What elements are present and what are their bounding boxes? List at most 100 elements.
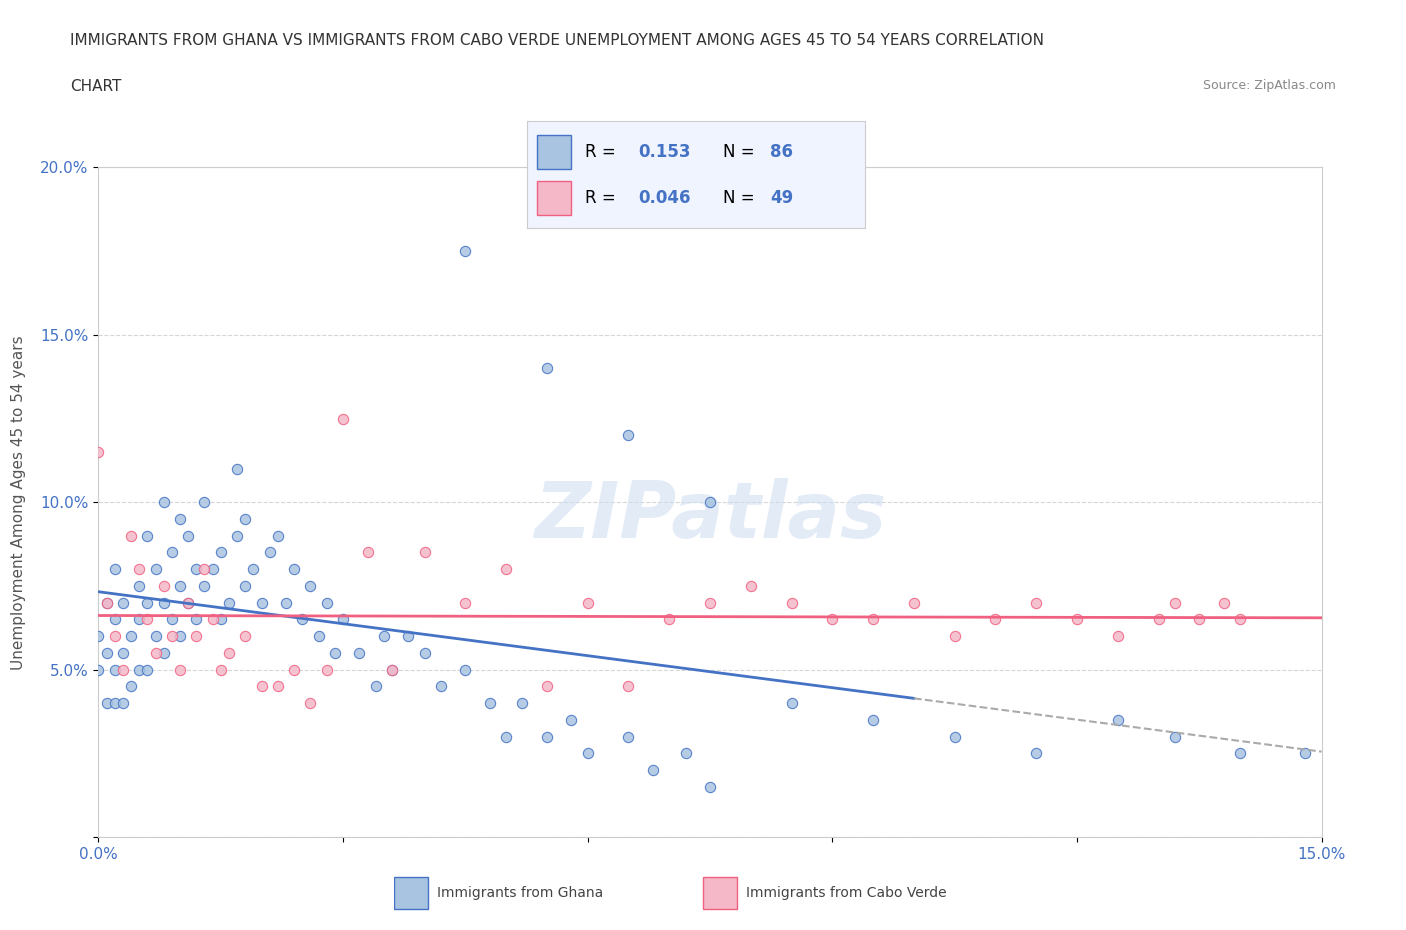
FancyBboxPatch shape [537, 180, 571, 215]
Point [259, 545, 281, 560]
Point [536, 361, 558, 376]
Point [87, 662, 110, 677]
Point [299, 696, 322, 711]
Point [413, 645, 436, 660]
Point [381, 662, 404, 677]
Point [308, 629, 330, 644]
Point [209, 612, 232, 627]
Point [576, 746, 599, 761]
Point [495, 562, 517, 577]
Point [242, 562, 264, 577]
Point [104, 629, 127, 644]
Point [430, 679, 453, 694]
Point [560, 712, 582, 727]
Point [169, 629, 191, 644]
Point [233, 629, 256, 644]
FancyBboxPatch shape [703, 876, 737, 910]
Point [1229, 612, 1251, 627]
Point [111, 645, 134, 660]
Point [267, 679, 290, 694]
Point [104, 662, 127, 677]
Point [984, 612, 1007, 627]
Point [169, 578, 191, 593]
Point [943, 729, 966, 744]
Point [250, 595, 273, 610]
Point [120, 679, 142, 694]
Point [120, 528, 142, 543]
Point [454, 662, 477, 677]
Point [478, 696, 501, 711]
Point [104, 696, 127, 711]
Point [780, 696, 803, 711]
Point [1066, 612, 1088, 627]
Point [96, 595, 118, 610]
Point [136, 612, 159, 627]
Point [617, 428, 640, 443]
Text: ZIPatlas: ZIPatlas [534, 478, 886, 553]
Point [209, 545, 232, 560]
Text: Source: ZipAtlas.com: Source: ZipAtlas.com [1202, 79, 1336, 92]
Point [233, 512, 256, 526]
Point [104, 562, 127, 577]
Point [1164, 595, 1187, 610]
Point [274, 595, 297, 610]
Point [111, 662, 134, 677]
Point [1147, 612, 1170, 627]
Point [87, 445, 110, 459]
Point [903, 595, 925, 610]
Point [186, 562, 208, 577]
Point [218, 595, 240, 610]
Point [323, 645, 346, 660]
Point [699, 595, 721, 610]
Text: N =: N = [723, 189, 759, 206]
Point [104, 612, 127, 627]
Point [226, 528, 249, 543]
Text: 0.153: 0.153 [638, 143, 692, 161]
Point [641, 763, 664, 777]
Point [536, 679, 558, 694]
Point [226, 461, 249, 476]
Point [332, 411, 354, 426]
Point [512, 696, 534, 711]
Point [576, 595, 599, 610]
Point [1107, 629, 1129, 644]
Text: Immigrants from Cabo Verde: Immigrants from Cabo Verde [747, 885, 946, 900]
Y-axis label: Unemployment Among Ages 45 to 54 years: Unemployment Among Ages 45 to 54 years [11, 335, 27, 670]
Point [495, 729, 517, 744]
Point [201, 562, 224, 577]
Point [160, 545, 183, 560]
Point [740, 578, 762, 593]
Point [160, 629, 183, 644]
Point [283, 662, 305, 677]
Point [1025, 595, 1047, 610]
Text: CHART: CHART [70, 79, 122, 94]
Point [1107, 712, 1129, 727]
Point [1212, 595, 1234, 610]
Point [250, 679, 273, 694]
Point [1294, 746, 1316, 761]
Point [177, 595, 200, 610]
Point [454, 595, 477, 610]
Point [209, 662, 232, 677]
Point [862, 712, 884, 727]
Point [96, 645, 118, 660]
Point [821, 612, 844, 627]
Text: 0.046: 0.046 [638, 189, 692, 206]
Point [699, 779, 721, 794]
Point [218, 645, 240, 660]
Point [396, 629, 419, 644]
Text: 86: 86 [770, 143, 793, 161]
Text: 49: 49 [770, 189, 793, 206]
Point [332, 612, 354, 627]
Point [315, 595, 337, 610]
Point [128, 562, 150, 577]
Point [862, 612, 884, 627]
Point [136, 662, 159, 677]
Point [152, 645, 174, 660]
Point [193, 495, 215, 510]
Point [145, 562, 167, 577]
Point [267, 528, 290, 543]
Point [128, 612, 150, 627]
Point [120, 629, 142, 644]
FancyBboxPatch shape [537, 135, 571, 169]
